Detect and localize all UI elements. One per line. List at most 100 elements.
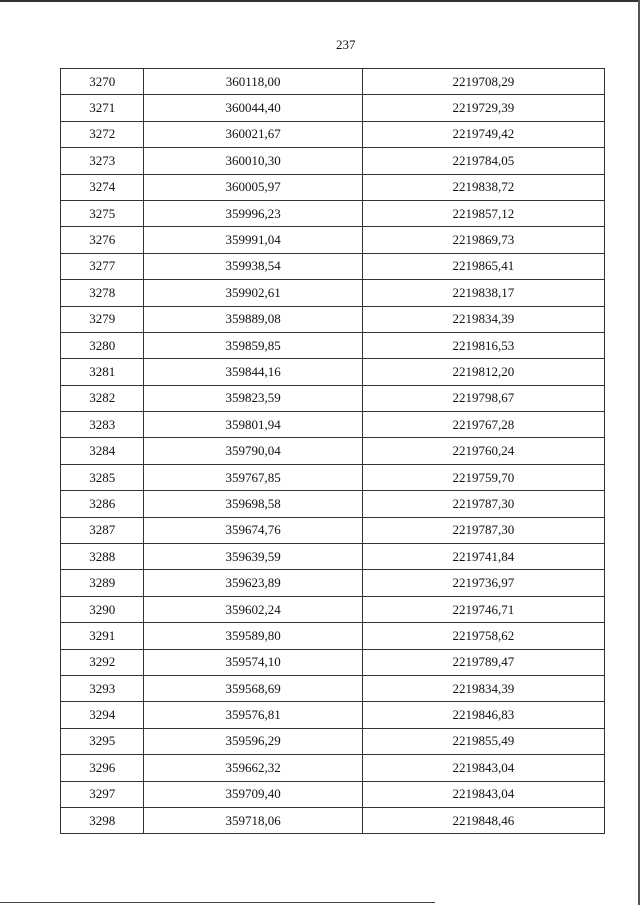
- y-coordinate-cell: 2219857,12: [361, 199, 606, 228]
- y-coordinate-cell: 2219869,73: [361, 226, 606, 254]
- point-number-cell: 3281: [59, 358, 145, 386]
- x-coordinate-cell: 359902,61: [143, 279, 363, 307]
- point-number-cell: 3273: [59, 147, 145, 175]
- y-coordinate-cell: 2219846,83: [361, 701, 606, 729]
- point-number-cell: 3285: [59, 463, 145, 492]
- table-row: 3276 359991,04 2219869,73: [59, 226, 606, 254]
- table-row: 3298 359718,06 2219848,46: [59, 806, 606, 835]
- scan-edge-bottom: [0, 902, 435, 903]
- x-coordinate-cell: 359709,40: [143, 780, 363, 808]
- point-number-cell: 3297: [59, 780, 145, 808]
- point-number-cell: 3295: [59, 727, 145, 756]
- table-row: 3289 359623,89 2219736,97: [59, 569, 606, 597]
- point-number-cell: 3272: [59, 120, 145, 149]
- table-row: 3278 359902,61 2219838,17: [59, 279, 606, 307]
- point-number-cell: 3298: [59, 806, 145, 835]
- table-row: 3284 359790,04 2219760,24: [59, 437, 606, 465]
- point-number-cell: 3271: [59, 94, 145, 122]
- x-coordinate-cell: 359568,69: [143, 674, 363, 703]
- x-coordinate-cell: 359844,16: [143, 358, 363, 386]
- point-number-cell: 3291: [59, 622, 145, 650]
- table-row: 3273 360010,30 2219784,05: [59, 147, 606, 175]
- table-body: 3270 360118,00 2219708,29 3271 360044,40 2219…: [59, 67, 606, 835]
- y-coordinate-cell: 2219789,47: [361, 648, 606, 676]
- x-coordinate-cell: 360010,30: [143, 147, 363, 175]
- table-row: 3270 360118,00 2219708,29: [59, 67, 606, 96]
- point-number-cell: 3284: [59, 437, 145, 465]
- y-coordinate-cell: 2219838,17: [361, 279, 606, 307]
- table-row: 3281 359844,16 2219812,20: [59, 358, 606, 386]
- x-coordinate-cell: 359889,08: [143, 305, 363, 333]
- x-coordinate-cell: 359790,04: [143, 437, 363, 465]
- table-row: 3291 359589,80 2219758,62: [59, 622, 606, 650]
- table-row: 3296 359662,32 2219843,04: [59, 754, 606, 782]
- y-coordinate-cell: 2219787,30: [361, 516, 606, 545]
- x-coordinate-cell: 360021,67: [143, 120, 363, 149]
- x-coordinate-cell: 359602,24: [143, 595, 363, 624]
- y-coordinate-cell: 2219767,28: [361, 411, 606, 439]
- y-coordinate-cell: 2219838,72: [361, 173, 606, 201]
- x-coordinate-cell: 360005,97: [143, 173, 363, 201]
- y-coordinate-cell: 2219843,04: [361, 780, 606, 808]
- point-number-cell: 3278: [59, 279, 145, 307]
- x-coordinate-cell: 360118,00: [143, 67, 363, 96]
- y-coordinate-cell: 2219816,53: [361, 331, 606, 360]
- point-number-cell: 3292: [59, 648, 145, 676]
- table-row: 3286 359698,58 2219787,30: [59, 490, 606, 518]
- y-coordinate-cell: 2219848,46: [361, 806, 606, 835]
- table-row: 3277 359938,54 2219865,41: [59, 252, 606, 281]
- x-coordinate-cell: 360044,40: [143, 94, 363, 122]
- x-coordinate-cell: 359698,58: [143, 490, 363, 518]
- table-row: 3294 359576,81 2219846,83: [59, 701, 606, 729]
- x-coordinate-cell: 359639,59: [143, 543, 363, 571]
- y-coordinate-cell: 2219741,84: [361, 543, 606, 571]
- y-coordinate-cell: 2219758,62: [361, 622, 606, 650]
- point-number-cell: 3290: [59, 595, 145, 624]
- table-row: 3295 359596,29 2219855,49: [59, 727, 606, 756]
- y-coordinate-cell: 2219784,05: [361, 147, 606, 175]
- table-row: 3279 359889,08 2219834,39: [59, 305, 606, 333]
- table-row: 3287 359674,76 2219787,30: [59, 516, 606, 545]
- scan-edge-top: [0, 0, 640, 2]
- table-row: 3283 359801,94 2219767,28: [59, 411, 606, 439]
- table-row: 3288 359639,59 2219741,84: [59, 543, 606, 571]
- x-coordinate-cell: 359718,06: [143, 806, 363, 835]
- y-coordinate-cell: 2219865,41: [361, 252, 606, 281]
- table-row: 3280 359859,85 2219816,53: [59, 331, 606, 360]
- table-row: 3297 359709,40 2219843,04: [59, 780, 606, 808]
- table-row: 3272 360021,67 2219749,42: [59, 120, 606, 149]
- y-coordinate-cell: 2219759,70: [361, 463, 606, 492]
- point-number-cell: 3288: [59, 543, 145, 571]
- x-coordinate-cell: 359938,54: [143, 252, 363, 281]
- point-number-cell: 3276: [59, 226, 145, 254]
- y-coordinate-cell: 2219749,42: [361, 120, 606, 149]
- table-row: 3275 359996,23 2219857,12: [59, 199, 606, 228]
- point-number-cell: 3296: [59, 754, 145, 782]
- table-row: 3285 359767,85 2219759,70: [59, 463, 606, 492]
- table-row: 3274 360005,97 2219838,72: [59, 173, 606, 201]
- point-number-cell: 3282: [59, 384, 145, 413]
- scan-edge-right: [638, 0, 640, 905]
- x-coordinate-cell: 359767,85: [143, 463, 363, 492]
- coordinates-table: 3270 360118,00 2219708,29 3271 360044,40 2219…: [59, 67, 606, 835]
- table-row: 3290 359602,24 2219746,71: [59, 595, 606, 624]
- x-coordinate-cell: 359991,04: [143, 226, 363, 254]
- x-coordinate-cell: 359674,76: [143, 516, 363, 545]
- x-coordinate-cell: 359662,32: [143, 754, 363, 782]
- point-number-cell: 3287: [59, 516, 145, 545]
- table-row: 3271 360044,40 2219729,39: [59, 94, 606, 122]
- y-coordinate-cell: 2219798,67: [361, 384, 606, 413]
- y-coordinate-cell: 2219834,39: [361, 674, 606, 703]
- x-coordinate-cell: 359596,29: [143, 727, 363, 756]
- point-number-cell: 3286: [59, 490, 145, 518]
- point-number-cell: 3280: [59, 331, 145, 360]
- point-number-cell: 3283: [59, 411, 145, 439]
- y-coordinate-cell: 2219760,24: [361, 437, 606, 465]
- table-row: 3293 359568,69 2219834,39: [59, 674, 606, 703]
- x-coordinate-cell: 359623,89: [143, 569, 363, 597]
- y-coordinate-cell: 2219843,04: [361, 754, 606, 782]
- table-row: 3292 359574,10 2219789,47: [59, 648, 606, 676]
- y-coordinate-cell: 2219787,30: [361, 490, 606, 518]
- y-coordinate-cell: 2219855,49: [361, 727, 606, 756]
- point-number-cell: 3279: [59, 305, 145, 333]
